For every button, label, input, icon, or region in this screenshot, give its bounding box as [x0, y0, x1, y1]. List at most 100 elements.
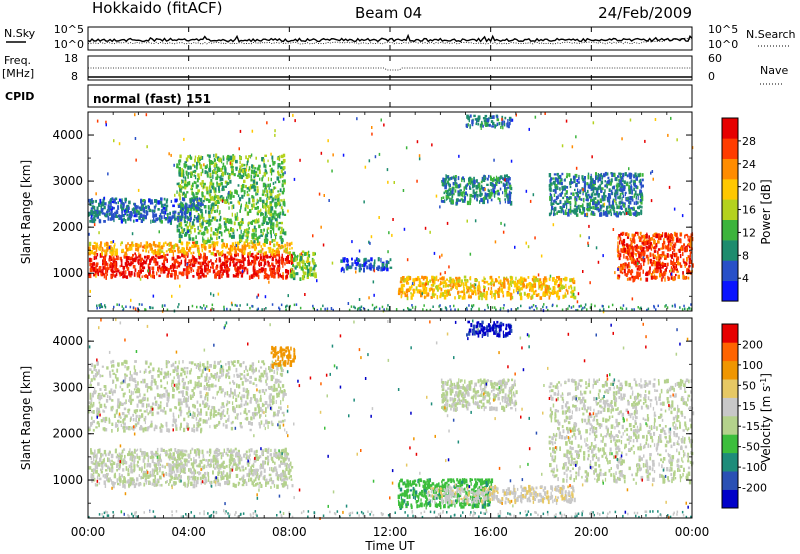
power-cell-1 — [241, 246, 244, 251]
power-cell-0 — [135, 254, 137, 258]
power-cell-9 — [609, 209, 612, 212]
power-cell-9 — [620, 177, 623, 182]
power-cell-0 — [143, 266, 146, 270]
power-cell-3 — [172, 204, 175, 208]
power-cell-0 — [203, 253, 206, 257]
power-cell-0 — [192, 275, 195, 278]
power-cell-0 — [156, 253, 158, 258]
power-cell-3 — [189, 211, 191, 216]
power-noise-cell — [180, 203, 182, 207]
power-cell-7 — [460, 198, 463, 201]
power-cell-9 — [619, 179, 621, 184]
power-cell-10 — [616, 276, 619, 280]
power-cell-2 — [201, 221, 204, 226]
power-cell-0 — [258, 259, 261, 263]
power-cell-10 — [630, 245, 632, 249]
power-cell-2 — [248, 201, 251, 205]
power-cell-3 — [112, 212, 114, 217]
power-ground-cell — [472, 304, 475, 307]
power-cell-0 — [99, 253, 102, 258]
power-cell-10 — [681, 245, 684, 250]
velocity-cell-0 — [164, 465, 166, 469]
power-cell-2 — [213, 169, 215, 173]
power-noise-cell — [439, 205, 441, 209]
power-cell-6 — [542, 291, 546, 296]
power-cell-6 — [433, 276, 436, 281]
power-cell-3 — [92, 220, 96, 224]
power-cell-2 — [231, 166, 233, 171]
power-cell-0 — [234, 265, 237, 271]
power-cell-2 — [266, 240, 268, 244]
power-cell-2 — [198, 155, 200, 159]
power-ground-cell — [316, 308, 319, 312]
power-cell-8 — [492, 115, 495, 119]
power-cell-3 — [179, 217, 183, 222]
power-cell-3 — [91, 210, 94, 214]
power-cell-6 — [399, 280, 403, 284]
power-cell-6 — [481, 279, 485, 282]
power-ground-cell — [683, 304, 685, 308]
power-cell-6 — [527, 276, 530, 279]
power-cell-5 — [345, 266, 349, 271]
power-cell-7 — [482, 199, 485, 205]
power-cell-10 — [643, 234, 646, 238]
power-cell-2 — [228, 233, 232, 238]
power-cell-9 — [641, 184, 644, 188]
power-cell-2 — [178, 185, 180, 188]
power-cell-2 — [260, 212, 263, 216]
noise-left-label: N.Sky — [4, 27, 36, 40]
power-cell-1 — [258, 241, 261, 246]
power-cell-9 — [569, 209, 572, 214]
power-cell-10 — [630, 240, 633, 244]
power-cell-1 — [234, 241, 237, 246]
power-cell-7 — [490, 188, 492, 194]
power-cell-1 — [228, 247, 230, 251]
power-cell-6 — [466, 280, 469, 283]
power-cell-10 — [636, 271, 639, 276]
power-cell-9 — [562, 205, 565, 208]
power-cell-0 — [136, 272, 140, 276]
power-cell-9 — [572, 210, 576, 214]
power-cell-2 — [281, 183, 284, 188]
power-cell-2 — [250, 240, 253, 245]
power-cell-6 — [539, 281, 543, 284]
power-cell-0 — [167, 270, 170, 274]
power-cell-4 — [303, 266, 307, 269]
power-ground-cell — [619, 306, 622, 310]
power-ground-cell — [348, 308, 351, 312]
power-cell-1 — [276, 250, 279, 254]
power-cell-3 — [152, 209, 156, 213]
power-cell-6 — [513, 289, 515, 294]
power-cell-0 — [252, 273, 255, 278]
power-cell-9 — [602, 173, 606, 178]
power-cell-9 — [613, 213, 616, 216]
power-cell-6 — [405, 290, 408, 293]
power-cell-0 — [211, 263, 214, 269]
power-cell-10 — [629, 256, 631, 261]
power-noise-cell — [525, 241, 527, 245]
power-cell-9 — [553, 189, 556, 192]
power-cell-3 — [124, 211, 126, 216]
power-cell-0 — [274, 272, 276, 275]
power-cell-6 — [443, 295, 447, 300]
power-cell-9 — [557, 210, 561, 213]
power-cell-2 — [231, 205, 233, 210]
power-noise-cell — [544, 112, 546, 115]
power-cell-2 — [224, 171, 227, 175]
power-ground-cell — [622, 304, 625, 307]
power-cell-2 — [254, 171, 257, 175]
power-ground-cell — [356, 308, 359, 311]
power-cell-10 — [639, 277, 642, 281]
power-cell-0 — [210, 266, 212, 269]
power-ground-cell — [388, 308, 390, 311]
power-cell-7 — [480, 186, 483, 190]
power-ground-cell — [132, 306, 135, 309]
power-cell-0 — [141, 275, 143, 278]
power-cell-2 — [181, 180, 183, 184]
power-cell-0 — [237, 270, 241, 273]
power-cell-9 — [628, 201, 630, 204]
power-noise-cell — [326, 308, 328, 312]
power-cell-0 — [239, 271, 242, 275]
power-cell-0 — [204, 264, 206, 270]
power-cell-2 — [190, 175, 193, 178]
